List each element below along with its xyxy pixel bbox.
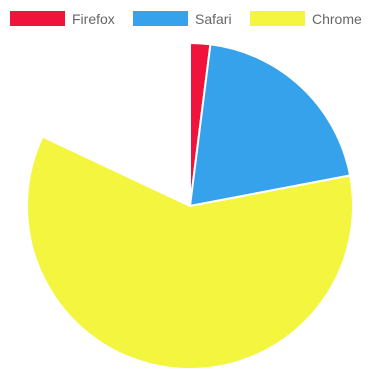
pie-slice-safari[interactable]	[188, 43, 352, 208]
legend-item-chrome[interactable]: Chrome	[250, 11, 362, 27]
legend-swatch-safari	[133, 11, 188, 26]
pie-slices	[26, 41, 354, 370]
legend-item-firefox[interactable]: Firefox	[10, 11, 115, 27]
legend-label-safari: Safari	[195, 11, 232, 27]
legend-label-firefox: Firefox	[72, 11, 115, 27]
legend-label-chrome: Chrome	[312, 11, 362, 27]
legend-swatch-firefox	[10, 11, 65, 26]
chart-legend: Firefox Safari Chrome	[10, 11, 362, 27]
legend-swatch-chrome	[250, 11, 305, 26]
pie-slice-chrome[interactable]	[26, 135, 354, 370]
legend-item-safari[interactable]: Safari	[133, 11, 232, 27]
